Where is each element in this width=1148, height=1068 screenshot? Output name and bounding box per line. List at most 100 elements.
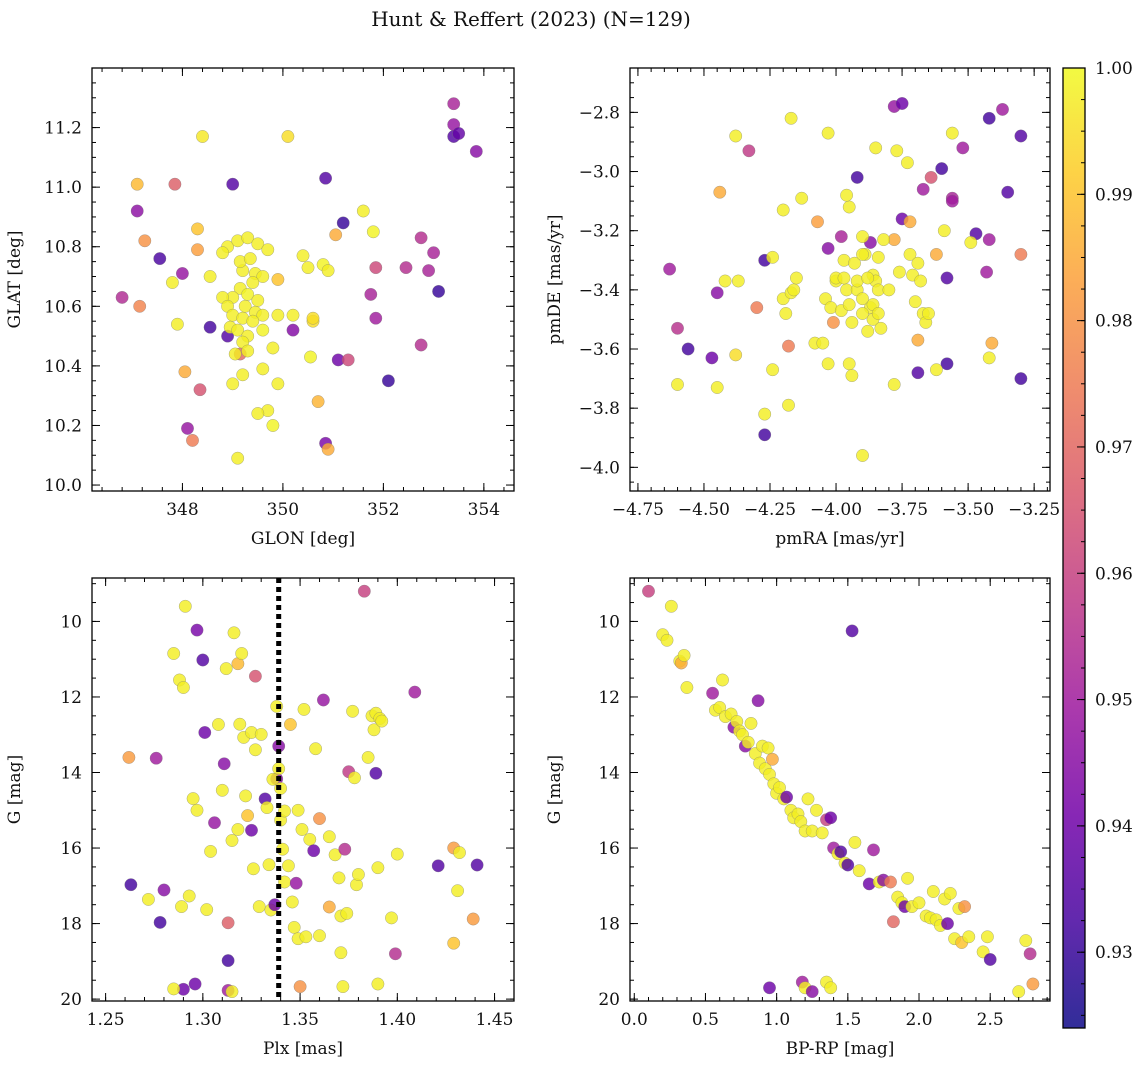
data-point [291, 803, 305, 817]
data-point [815, 826, 829, 840]
x-tick-label: 1.5 [834, 1010, 861, 1030]
panel-bottom-right: 0.0 0.5 1.0 1.5 2.0 2.5 10 12 14 16 18 20 BP-RP [mag… [545, 577, 1051, 1059]
data-point [246, 314, 260, 328]
y-tick-label: −3.4 [579, 281, 620, 301]
colorbar-tick-label: 0.96 [1095, 564, 1133, 584]
data-point [958, 900, 972, 914]
x-tick-label: 354 [468, 500, 500, 520]
data-point [346, 704, 360, 718]
data-point [219, 662, 233, 676]
data-point [371, 977, 385, 991]
data-point [983, 953, 997, 966]
colorbar-tick-label: 0.99 [1095, 185, 1133, 205]
panels: 348 350 352 354 10.0 10.2 10.4 10.6 10.8 11.0 11.2… [5, 67, 1060, 1059]
data-point [388, 947, 402, 961]
data-point [319, 171, 333, 185]
data-point [124, 878, 138, 892]
data-point [181, 421, 194, 435]
x-axis-label: GLON [deg] [251, 529, 355, 549]
y-tick-label: −3.8 [579, 399, 620, 419]
data-point [776, 203, 790, 217]
x-tick-label: 352 [367, 500, 399, 520]
data-point [283, 718, 297, 731]
data-point [869, 141, 883, 155]
data-point [254, 727, 268, 741]
x-tick-label: 1.40 [378, 1010, 416, 1030]
data-point [713, 185, 727, 199]
data-point [848, 835, 862, 849]
y-tick-label: 10.4 [44, 357, 82, 377]
data-point [256, 270, 270, 283]
data-point [287, 920, 301, 934]
data-point [642, 584, 655, 598]
data-point [196, 130, 209, 143]
data-point [1023, 947, 1037, 961]
data-point [811, 215, 824, 229]
data-point [903, 247, 917, 261]
data-point [165, 276, 179, 289]
data-point [427, 246, 441, 260]
data-point [115, 290, 129, 304]
data-point [225, 834, 239, 847]
data-point [453, 846, 466, 860]
data-point [260, 801, 274, 815]
data-point [351, 868, 365, 881]
data-point [211, 718, 225, 731]
data-point [281, 859, 295, 873]
y-tick-label: 20 [60, 990, 82, 1010]
x-tick-label: 1.30 [184, 1010, 222, 1030]
data-point [922, 307, 935, 320]
data-point [221, 916, 235, 930]
data-point [842, 200, 856, 214]
data-point [996, 102, 1009, 116]
y-tick-label: 18 [598, 915, 620, 935]
data-point [884, 875, 897, 889]
data-point [945, 194, 959, 208]
data-point [664, 599, 678, 613]
data-point [782, 339, 795, 353]
y-tick-label: 11.2 [44, 119, 82, 139]
x-tick-label: −3.75 [876, 500, 928, 520]
data-point [773, 781, 786, 795]
data-point [1001, 185, 1015, 199]
data-point [982, 111, 996, 125]
data-point [200, 903, 214, 917]
data-point [231, 823, 245, 836]
data-point [841, 858, 855, 872]
data-point [246, 862, 260, 876]
data-point [251, 237, 265, 251]
data-point [239, 789, 253, 803]
data-point [1014, 372, 1028, 386]
data-point [856, 247, 869, 261]
data-point [381, 374, 395, 388]
data-point [366, 225, 380, 239]
x-tick-label: 1.25 [87, 1010, 125, 1030]
y-tick-label: 10 [60, 612, 82, 632]
data-point [231, 323, 245, 337]
y-axis-label: GLAT [deg] [5, 230, 25, 328]
x-axis-label: pmRA [mas/yr] [775, 529, 904, 549]
data-point [226, 377, 240, 391]
data-point [710, 286, 724, 300]
data-point [262, 858, 276, 872]
data-point [256, 323, 270, 337]
data-point [731, 274, 745, 288]
x-tick-label: 2.5 [977, 1010, 1004, 1030]
y-tick-label: 12 [598, 688, 620, 708]
data-point [281, 130, 295, 143]
data-point [780, 790, 794, 804]
x-tick-label: −4.75 [612, 500, 664, 520]
data-point [122, 750, 136, 764]
data-point [361, 750, 375, 764]
data-point [188, 977, 202, 991]
data-point [246, 276, 260, 289]
data-point [912, 896, 926, 910]
data-point [842, 298, 856, 312]
y-tick-label: 10.8 [44, 238, 82, 258]
panel-bottom-left: 1.25 1.30 1.35 1.40 1.45 10 12 14 16 18 20 Plx [mas… [5, 577, 515, 1059]
x-tick-label: −4.25 [744, 500, 796, 520]
y-tick-label: 10 [598, 612, 620, 632]
data-point [941, 917, 954, 931]
data-point [215, 783, 229, 797]
data-point [182, 889, 196, 903]
